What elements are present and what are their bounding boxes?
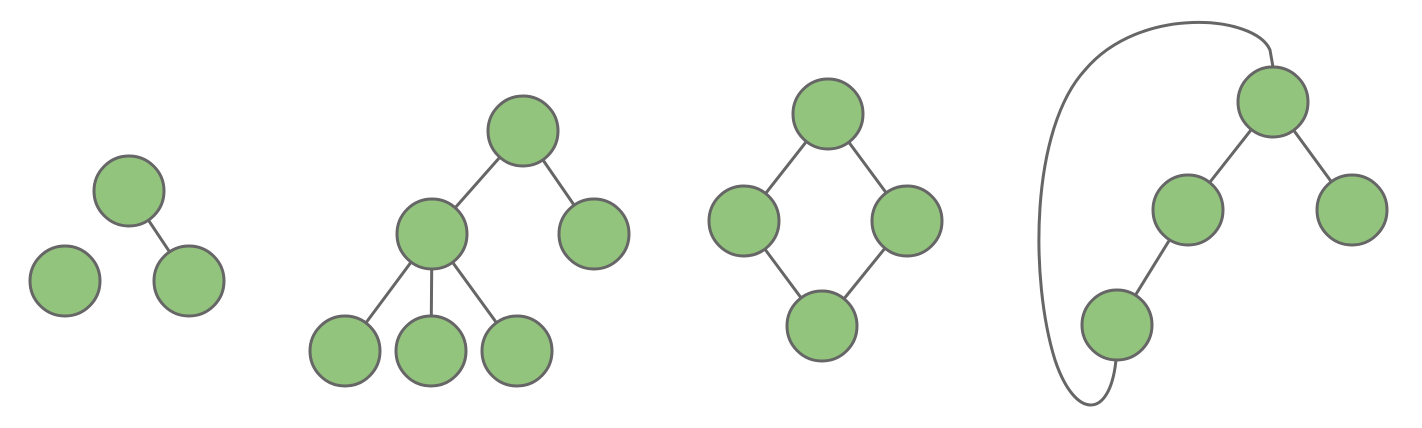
graph-2-node-a3: [480, 314, 554, 388]
graph-1-node-right: [152, 244, 226, 318]
graph-4-node-a: [1151, 173, 1225, 247]
graph-2-node-a: [395, 197, 469, 271]
graph-2: [308, 94, 631, 388]
graph-1-node-root: [92, 154, 166, 228]
graph-4-edge-a1-root: [1037, 21, 1275, 407]
graph-4-node-root: [1236, 65, 1310, 139]
graph-2-node-a1: [308, 314, 382, 388]
graph-1-node-left: [28, 244, 102, 318]
graph-4-node-a1: [1080, 288, 1154, 362]
graph-4-node-b: [1315, 173, 1389, 247]
graph-3-node-right: [870, 184, 944, 258]
graph-4: [1037, 21, 1389, 407]
graph-2-node-root: [486, 94, 560, 168]
graph-2-node-a2: [394, 314, 468, 388]
graph-3: [707, 77, 944, 363]
graph-3-node-left: [707, 184, 781, 258]
graph-1: [28, 154, 226, 318]
graph-3-node-top: [791, 77, 865, 151]
graph-3-node-bottom: [785, 289, 859, 363]
graph-2-node-b: [557, 197, 631, 271]
